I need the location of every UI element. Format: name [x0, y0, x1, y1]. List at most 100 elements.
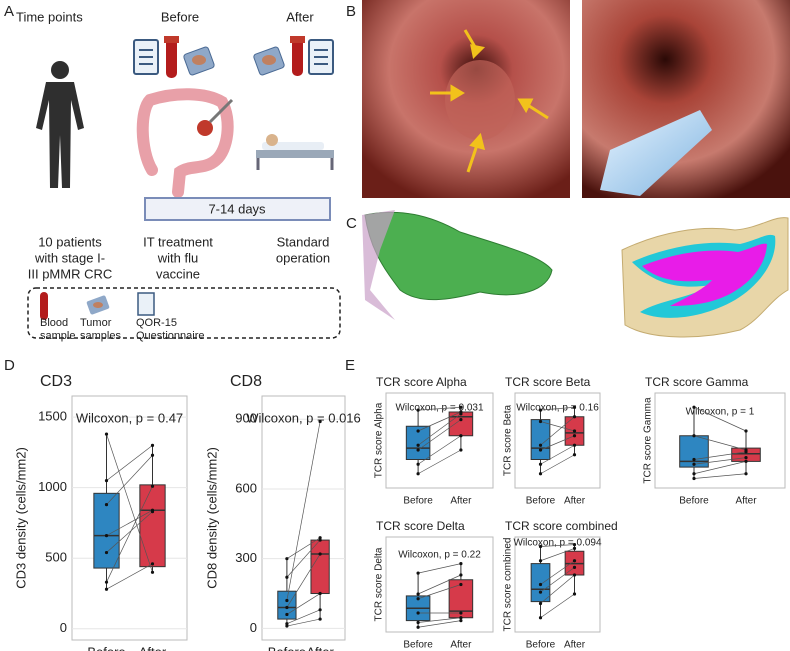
point [459, 405, 463, 409]
panel-label: A [4, 3, 14, 20]
x-tick-label: After [139, 644, 167, 651]
point [572, 559, 577, 563]
x-tick-label: After [450, 496, 472, 507]
x-tick-label: Before [526, 640, 556, 651]
histology-segment [364, 211, 553, 301]
chart-title: TCR score Delta [376, 519, 465, 533]
point [285, 612, 289, 617]
point [459, 448, 463, 452]
pair-line [540, 406, 575, 411]
pair-line [286, 537, 321, 559]
point [416, 611, 420, 615]
point [416, 620, 420, 625]
point [572, 429, 577, 433]
y-tick-label: 300 [235, 550, 257, 565]
pair-line [540, 574, 575, 604]
box [530, 563, 551, 603]
point [318, 552, 322, 556]
point [744, 459, 748, 463]
pair-line [286, 593, 321, 615]
plot-panel [654, 392, 786, 489]
point [459, 611, 463, 615]
chart-title: CD3 [40, 373, 72, 390]
pair-line [106, 445, 153, 481]
tumor-icon [86, 295, 110, 315]
pair-line [540, 435, 575, 451]
point [459, 412, 463, 416]
annotation: Wilcoxon, p = 1 [686, 407, 755, 418]
chart-title: TCR score Gamma [645, 375, 749, 389]
human-icon [36, 61, 84, 188]
sample-text: sample [40, 330, 75, 342]
y-tick-label: 0 [60, 620, 67, 635]
y-axis-label: TCR score Delta [374, 547, 385, 621]
sample-text: Tumor [80, 317, 112, 329]
sample-text: Blood [40, 317, 68, 329]
point [104, 432, 109, 436]
point [538, 544, 543, 549]
annotation: Wilcoxon, p = 0.16 [516, 403, 599, 414]
pair-line [417, 574, 462, 595]
point [285, 575, 289, 579]
tube-icon [164, 36, 179, 78]
point [572, 546, 577, 551]
point [459, 616, 463, 620]
point [538, 448, 543, 452]
point [538, 601, 543, 606]
x-tick-label: After [564, 640, 586, 651]
point [150, 453, 155, 457]
point [318, 419, 322, 424]
step-text: operation [276, 250, 330, 265]
tumor-region [445, 60, 515, 140]
pair-line [540, 416, 575, 446]
box [277, 590, 297, 620]
bed-icon [256, 134, 334, 170]
point [459, 573, 463, 577]
point [416, 443, 420, 447]
pair-line [106, 454, 153, 505]
chart-title: CD8 [230, 373, 262, 390]
pair-line [417, 435, 462, 465]
pair-line [418, 620, 461, 628]
chart-title: TCR score combined [505, 519, 618, 533]
pair-line [693, 457, 747, 465]
pair-line [417, 411, 462, 432]
point [285, 622, 289, 626]
point [572, 592, 577, 596]
pair-line [693, 435, 747, 451]
pair-line [540, 560, 575, 585]
point [459, 434, 463, 438]
point [416, 429, 420, 433]
colon-icon [136, 88, 234, 198]
pair-line [540, 548, 575, 562]
box [530, 419, 551, 461]
step-text: with flu [157, 250, 198, 265]
point [538, 472, 543, 476]
clipboard-icon [137, 292, 155, 316]
step-text: with stage I- [34, 250, 105, 265]
y-axis-label: TCR score Alpha [374, 402, 385, 478]
annotation: Wilcoxon, p = 0.47 [76, 410, 183, 425]
y-axis-label: TCR score Gamma [643, 397, 654, 484]
y-tick-label: 1500 [38, 409, 67, 424]
plot-panel [261, 395, 346, 641]
pair-line [106, 563, 153, 590]
y-tick-label: 600 [235, 480, 257, 495]
point [459, 619, 463, 623]
point [318, 608, 322, 612]
pair-line [417, 584, 462, 600]
pair-line [693, 461, 747, 475]
step-text: III pMMR CRC [28, 266, 113, 281]
y-tick-label: 900 [235, 411, 257, 426]
heading: Before [161, 9, 199, 24]
annotation: Wilcoxon, p = 0.094 [513, 538, 602, 549]
point [692, 462, 696, 466]
point [416, 408, 420, 412]
point [318, 591, 322, 596]
step-text: Standard [277, 234, 330, 249]
annotation: Wilcoxon, p = 0.016 [246, 410, 361, 425]
point [538, 590, 543, 594]
point [150, 443, 155, 447]
y-axis-label: CD3 density (cells/mm2) [13, 447, 28, 589]
point [104, 587, 109, 591]
